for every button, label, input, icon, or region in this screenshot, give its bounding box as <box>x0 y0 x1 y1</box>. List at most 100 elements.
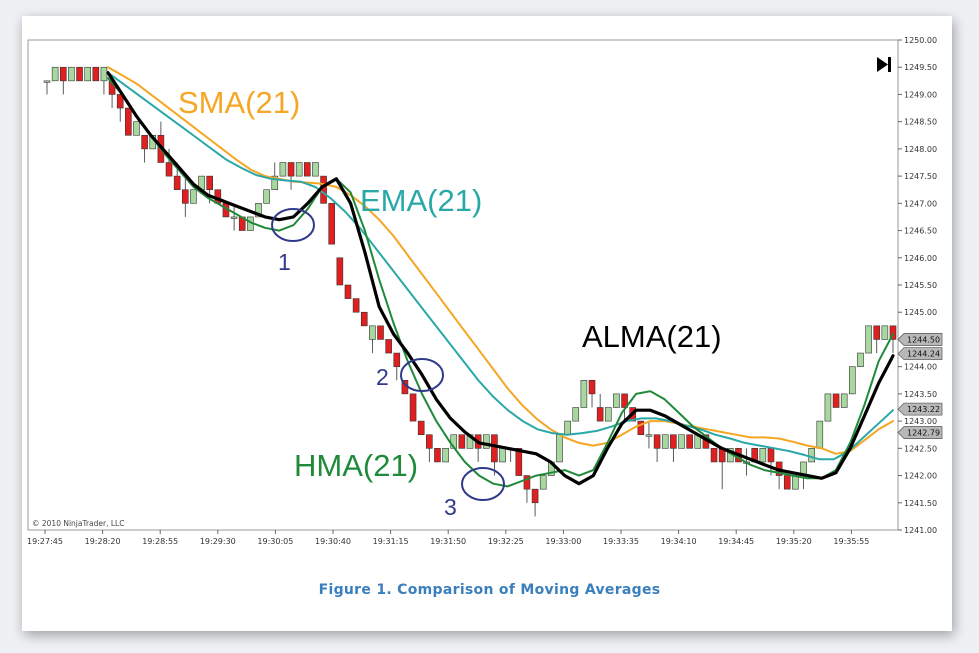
y-tick-label: 1242.00 <box>904 472 937 481</box>
candle-body <box>271 175 279 191</box>
candle-body <box>434 448 441 463</box>
candle-body <box>173 175 181 191</box>
candles <box>43 66 897 517</box>
x-axis: 19:27:45 19:28:20 19:28:55 19:29:30 19:30:05… <box>27 530 869 546</box>
candle-body <box>661 434 669 449</box>
highlight-circle <box>400 358 444 392</box>
y-tick-label: 1249.00 <box>904 90 937 99</box>
copyright-text: © 2010 NinjaTrader, LLC <box>32 519 124 528</box>
candle-body <box>51 66 59 82</box>
candle-body <box>295 162 303 177</box>
candle-body <box>377 325 384 340</box>
candle-body <box>499 448 506 463</box>
y-tick-label: 1246.00 <box>904 254 937 263</box>
price-tag-label: 1244.24 <box>907 350 940 359</box>
candle-body <box>889 325 897 340</box>
candle-body <box>100 66 108 82</box>
candle-body <box>588 379 596 395</box>
candle-body <box>881 325 889 340</box>
candle-body <box>279 162 287 177</box>
candle-body <box>539 475 547 490</box>
series-line-sma21 <box>107 66 894 455</box>
annotation-number: 1 <box>278 249 291 275</box>
series-line-hma21 <box>107 77 894 488</box>
candle-body <box>865 325 872 354</box>
y-tick-label: 1244.00 <box>904 363 937 372</box>
x-tick-label: 19:31:50 <box>430 537 466 546</box>
y-tick-label: 1242.50 <box>904 444 937 453</box>
annotations: SMA(21) EMA(21) ALMA(21) HMA(21) 1 2 3 <box>178 85 722 520</box>
candle-body <box>604 407 612 422</box>
x-tick-label: 19:27:45 <box>27 537 63 546</box>
candle-body <box>352 298 360 313</box>
candle-body <box>393 352 401 367</box>
candle-body <box>263 189 270 204</box>
annotation-label-hma21: HMA(21) <box>294 448 418 483</box>
annotation-label-alma21: ALMA(21) <box>582 319 722 354</box>
x-tick-label: 19:28:55 <box>142 537 178 546</box>
candle-body <box>426 434 433 449</box>
y-tick-label: 1243.50 <box>904 390 937 399</box>
candle-body <box>678 434 685 449</box>
highlight-circle <box>461 467 505 501</box>
candle-body <box>336 257 344 286</box>
highlight-circle <box>271 208 315 242</box>
candle-body <box>783 475 791 490</box>
candle-body <box>230 216 238 219</box>
annotation-label-ema21: EMA(21) <box>360 183 482 218</box>
price-tag-label: 1243.22 <box>907 405 940 414</box>
x-tick-label: 19:33:00 <box>545 537 581 546</box>
candle-body <box>328 203 336 245</box>
x-tick-label: 19:29:30 <box>200 537 236 546</box>
candle-body <box>68 66 75 82</box>
x-tick-label: 19:31:15 <box>373 537 409 546</box>
x-tick-label: 19:28:20 <box>85 537 121 546</box>
candle-body <box>482 434 490 449</box>
candle-body <box>792 475 799 490</box>
skip-to-end-icon[interactable] <box>877 57 891 72</box>
candle-body <box>580 379 588 408</box>
candle-body <box>190 189 197 204</box>
candle-body <box>165 162 173 177</box>
price-tag <box>897 426 943 439</box>
candle-body <box>564 420 571 436</box>
candle-body <box>84 66 91 82</box>
candle-body <box>385 339 392 354</box>
candle-body <box>287 162 295 177</box>
candle-body <box>857 352 864 367</box>
candle-body <box>76 66 83 82</box>
candle-body <box>458 434 466 449</box>
x-tick-label: 19:34:10 <box>661 537 697 546</box>
candle-body <box>141 134 148 150</box>
candle-body <box>133 121 140 136</box>
candle-body <box>816 420 824 449</box>
candle-body <box>596 407 604 422</box>
price-tags: 1244.50 1244.24 1243.22 1242.79 <box>897 333 943 439</box>
skip-to-end-triangle <box>877 57 888 72</box>
candle-body <box>808 448 815 463</box>
candle-body <box>531 488 539 504</box>
y-tick-label: 1249.50 <box>904 63 937 72</box>
y-tick-label: 1247.00 <box>904 199 937 208</box>
candle-body <box>849 366 856 395</box>
candle-body <box>767 448 775 463</box>
series-line-ema21 <box>107 71 894 461</box>
x-tick-label: 19:33:35 <box>603 537 639 546</box>
skip-to-end-bar <box>888 57 891 72</box>
x-tick-label: 19:34:45 <box>718 537 754 546</box>
candle-body <box>116 94 124 109</box>
candle-body <box>92 66 100 82</box>
candle-body <box>873 325 881 340</box>
candle-body <box>304 162 311 177</box>
price-tag-label: 1244.50 <box>907 335 940 344</box>
plot-frame <box>27 39 899 531</box>
candle-body <box>442 448 449 463</box>
x-tick-label: 19:30:40 <box>315 537 351 546</box>
candle-body <box>369 325 376 340</box>
candle-body <box>759 448 767 463</box>
x-tick-label: 19:30:05 <box>257 537 293 546</box>
y-tick-label: 1241.50 <box>904 499 937 508</box>
candle-body <box>645 434 653 437</box>
y-axis: 1250.00 1249.50 1249.00 1248.50 1248.00 1247.… <box>898 36 937 535</box>
